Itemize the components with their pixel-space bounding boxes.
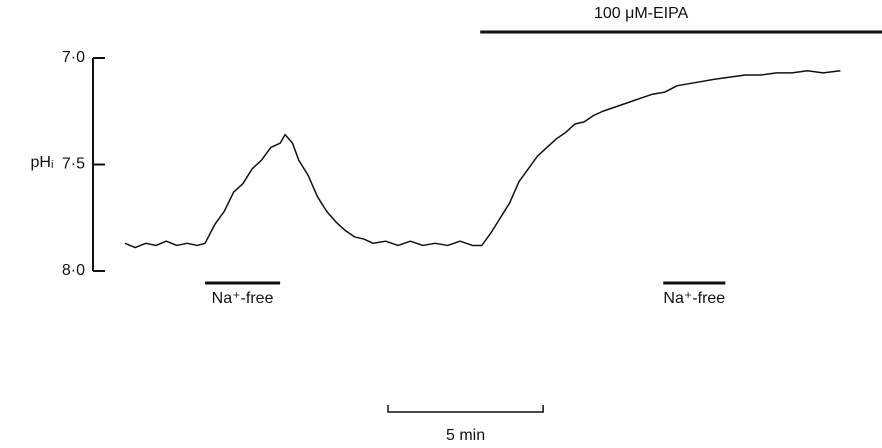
y-tick-label: 8·0 — [62, 262, 85, 279]
scale-bar — [387, 405, 544, 413]
annotation-label: Na⁺-free — [663, 290, 725, 307]
annotation-label: Na⁺-free — [212, 290, 274, 307]
y-tick-label: 7·0 — [62, 49, 85, 66]
scale-bar-label: 5 min — [446, 427, 485, 444]
y-axis-label: pHᵢ — [31, 154, 54, 171]
y-tick-label: 7·5 — [62, 156, 85, 173]
trace — [124, 70, 841, 249]
annotation-label: 100 μM-EIPA — [594, 5, 689, 22]
